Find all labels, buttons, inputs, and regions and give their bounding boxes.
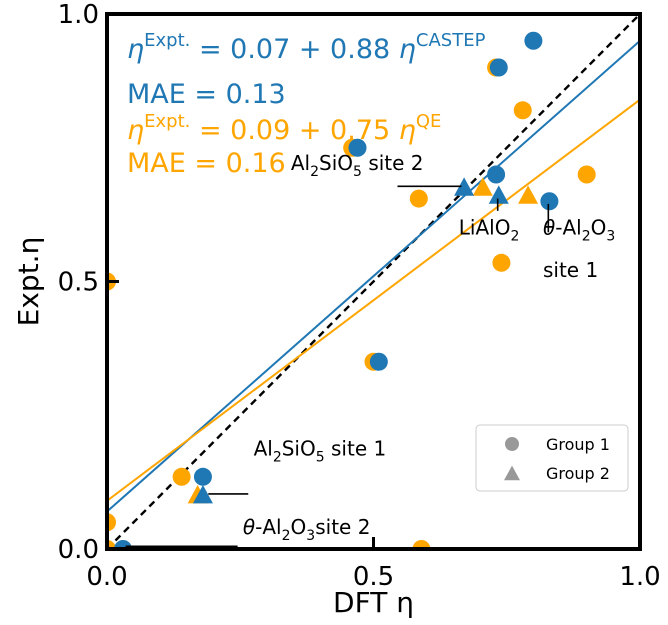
castep-mae-text: MAE = 0.13 [127, 79, 286, 110]
legend-label-1: Group 2 [546, 464, 610, 483]
castep-group2-point-1 [454, 177, 475, 196]
qe-group1-point-10 [513, 101, 532, 120]
qe-group1-point-1 [107, 513, 116, 532]
annotation-theta-site1: θ-Al2O3 [543, 215, 615, 244]
x-tick-label-0: 0.0 [86, 562, 127, 592]
y-tick-label-0: 0.0 [58, 535, 99, 565]
legend-label-0: Group 1 [546, 435, 610, 454]
qe-group1-point-7 [409, 189, 428, 208]
qe-group1-point-9 [492, 253, 511, 272]
castep-group1-point-4 [489, 58, 508, 77]
qe-group1-point-0 [107, 540, 116, 549]
annotation-al2sio5-site1: Al2SiO5 site 1 [254, 436, 387, 465]
castep-group1-point-2 [348, 138, 367, 157]
castep-group1-point-7 [524, 31, 543, 50]
legend-marker-triangle [504, 465, 520, 481]
text-layer: ηExpt. = 0.07 + 0.88 ηCASTEP MAE = 0.13ηE… [125, 30, 615, 548]
legend-marker-circle [505, 437, 519, 451]
qe-group2-point-2 [518, 185, 539, 204]
y-tick-label-1: 0.5 [58, 268, 99, 298]
annotation-theta-site2: θ-Al2O3site 2 [243, 515, 371, 544]
data-layer [107, 14, 640, 549]
castep-group1-point-1 [193, 467, 212, 486]
castep-group1-point-6 [540, 192, 559, 211]
x-axis-label: DFT η [333, 586, 414, 619]
castep-group1-point-5 [487, 165, 506, 184]
castep-eq-text: ηExpt. = 0.07 + 0.88 ηCASTEP [127, 30, 486, 65]
qe-group1-point-3 [172, 467, 191, 486]
x-tick-label-2: 1.0 [619, 562, 660, 592]
qe-eq-text: ηExpt. = 0.09 + 0.75 ηQE [127, 111, 441, 146]
x-tick-label-1: 0.5 [353, 562, 394, 592]
qe-mae-text: MAE = 0.16 [127, 148, 286, 179]
annotation-al2sio5-site2: Al2SiO5 site 2 [291, 151, 424, 180]
y-axis-label: Expt.η [12, 237, 45, 327]
annotation-lialo2: LiAlO2 [459, 215, 520, 244]
qe-fit-line [107, 98, 640, 502]
y-tick-label-2: 1.0 [58, 0, 99, 30]
annotation-theta-site1-line2: site 1 [543, 258, 598, 282]
castep-group2-point-0 [192, 485, 213, 504]
castep-group1-point-3 [369, 352, 388, 371]
castep-group2-point-2 [488, 185, 509, 204]
diagonal-line [107, 14, 640, 549]
qe-group1-point-6 [412, 540, 431, 549]
qe-group1-point-11 [577, 165, 596, 184]
qe-group2-point-1 [472, 177, 493, 196]
